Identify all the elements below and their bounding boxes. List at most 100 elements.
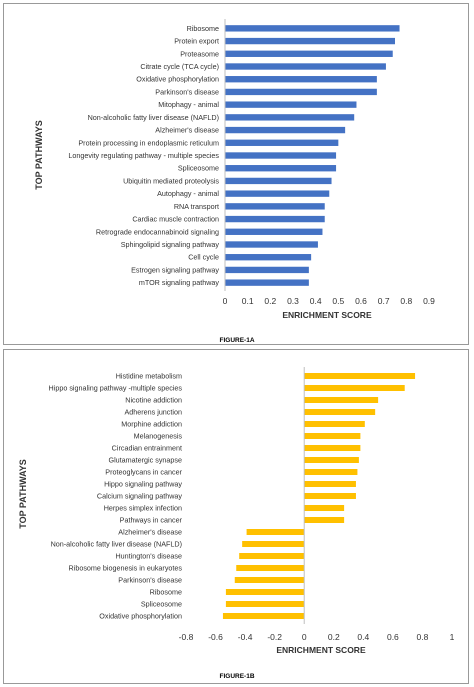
figure-1b-panel: Histidine metabolism Hippo signaling path… (3, 349, 469, 684)
category-label: Ribosome (150, 588, 182, 597)
x-tick-label: 0.3 (287, 296, 299, 306)
category-label: RNA transport (174, 202, 219, 211)
category-label: Calcium signaling pathway (97, 492, 183, 501)
bar (304, 385, 405, 391)
x-axis-title: ENRICHMENT SCORE (282, 310, 372, 320)
category-label: Circadian entrainment (112, 444, 182, 453)
bar (304, 433, 361, 439)
category-label: Histidine metabolism (116, 372, 182, 381)
bar (225, 190, 330, 197)
y-axis-title: TOP PATHWAYS (34, 120, 44, 190)
x-axis-title: ENRICHMENT SCORE (276, 645, 366, 655)
category-label: Spliceosome (141, 600, 182, 609)
bar (225, 76, 377, 83)
figure-1a-chart: Ribosome Protein export Proteasome Citrate … (34, 19, 435, 344)
category-label: Retrograde endocannabinoid signaling (96, 227, 219, 236)
x-tick-label: 0 (223, 296, 228, 306)
bar (246, 529, 305, 535)
figure-1b-chart: Histidine metabolism Hippo signaling path… (18, 367, 455, 680)
bar (304, 505, 345, 511)
bar (225, 50, 393, 57)
figure-caption: FIGURE-1A (219, 337, 254, 344)
category-label: Cell cycle (188, 253, 219, 262)
category-label: Melanogenesis (134, 432, 183, 441)
category-label: Glutamatergic synapse (108, 456, 182, 465)
x-tick-label: 0.8 (417, 632, 429, 642)
category-label: Cardiac muscle contraction (132, 215, 219, 224)
bar (222, 613, 305, 619)
category-label: Protein processing in endoplasmic reticu… (78, 138, 219, 147)
category-label: Protein export (174, 37, 219, 46)
bar (225, 25, 400, 32)
category-label: Oxidative phosphorylation (99, 612, 182, 621)
category-label: Proteasome (180, 49, 219, 58)
category-label: Ubiquitin mediated proteolysis (123, 176, 219, 185)
category-label: Adherens junction (124, 408, 182, 417)
x-tick-label: 0.1 (242, 296, 254, 306)
bar (225, 152, 337, 159)
category-label: Parkinson's disease (118, 576, 182, 585)
figure-1a-panel: Ribosome Protein export Proteasome Citrate … (3, 3, 469, 345)
bar (242, 541, 305, 547)
y-axis-title: TOP PATHWAYS (18, 459, 28, 529)
category-label: Hippo signaling pathway (104, 480, 182, 489)
category-label: Mitophagy - animal (158, 100, 219, 109)
bar (236, 565, 305, 571)
bar (304, 445, 361, 451)
category-label: Oxidative phosphorylation (136, 75, 219, 84)
bar (225, 254, 312, 261)
x-tick-label: -0.2 (267, 632, 282, 642)
x-tick-label: 0.4 (310, 296, 322, 306)
bar (225, 101, 357, 108)
category-label: Autophagy - animal (157, 189, 219, 198)
bar (225, 139, 339, 146)
bar (225, 279, 309, 286)
category-label: Proteoglycans in cancer (105, 468, 182, 477)
bar (225, 601, 305, 607)
bar (225, 63, 386, 70)
category-label: Sphingolipid signaling pathway (121, 240, 220, 249)
category-label: Parkinson's disease (155, 87, 219, 96)
category-label: Morphine addiction (121, 420, 182, 429)
category-label: Citrate cycle (TCA cycle) (140, 62, 219, 71)
bar (304, 493, 356, 499)
x-tick-label: 0.6 (387, 632, 399, 642)
x-tick-label: 0.9 (423, 296, 435, 306)
bar (225, 126, 346, 134)
bar (304, 517, 345, 523)
category-label: Huntington's disease (115, 552, 182, 561)
category-label: Estrogen signaling pathway (131, 265, 219, 274)
category-label: mTOR signaling pathway (139, 278, 220, 287)
category-label: Longevity regulating pathway - multiple … (68, 151, 219, 160)
bar (304, 409, 376, 415)
x-tick-label: 0.7 (378, 296, 390, 306)
x-tick-label: 0 (302, 632, 307, 642)
bar (234, 577, 305, 583)
category-label: Alzheimer's disease (118, 528, 182, 537)
category-label: Ribosome biogenesis in eukaryotes (69, 564, 183, 573)
x-tick-label: 0.6 (355, 296, 367, 306)
bar (225, 589, 305, 595)
bar (225, 37, 395, 45)
bar (304, 481, 356, 487)
x-tick-label: 0.4 (357, 632, 369, 642)
x-tick-label: 0.5 (332, 296, 344, 306)
category-label: Hippo signaling pathway -multiple specie… (49, 384, 183, 393)
bar (225, 215, 325, 223)
bar (225, 177, 332, 185)
bar (225, 88, 377, 96)
x-tick-label: -0.8 (179, 632, 194, 642)
category-label: Alzheimer's disease (155, 126, 219, 135)
category-label: Non-alcoholic fatty liver disease (NAFLD… (51, 540, 182, 549)
bar (225, 241, 318, 248)
x-tick-label: 0.8 (400, 296, 412, 306)
x-tick-label: 0.2 (264, 296, 276, 306)
x-tick-label: 0.2 (328, 632, 340, 642)
bar (304, 397, 379, 403)
bar (225, 114, 355, 121)
bar (304, 457, 359, 463)
bar (239, 553, 305, 559)
category-label: Spliceosome (178, 164, 219, 173)
category-label: Herpes simplex infection (104, 504, 182, 513)
bar (304, 373, 416, 379)
